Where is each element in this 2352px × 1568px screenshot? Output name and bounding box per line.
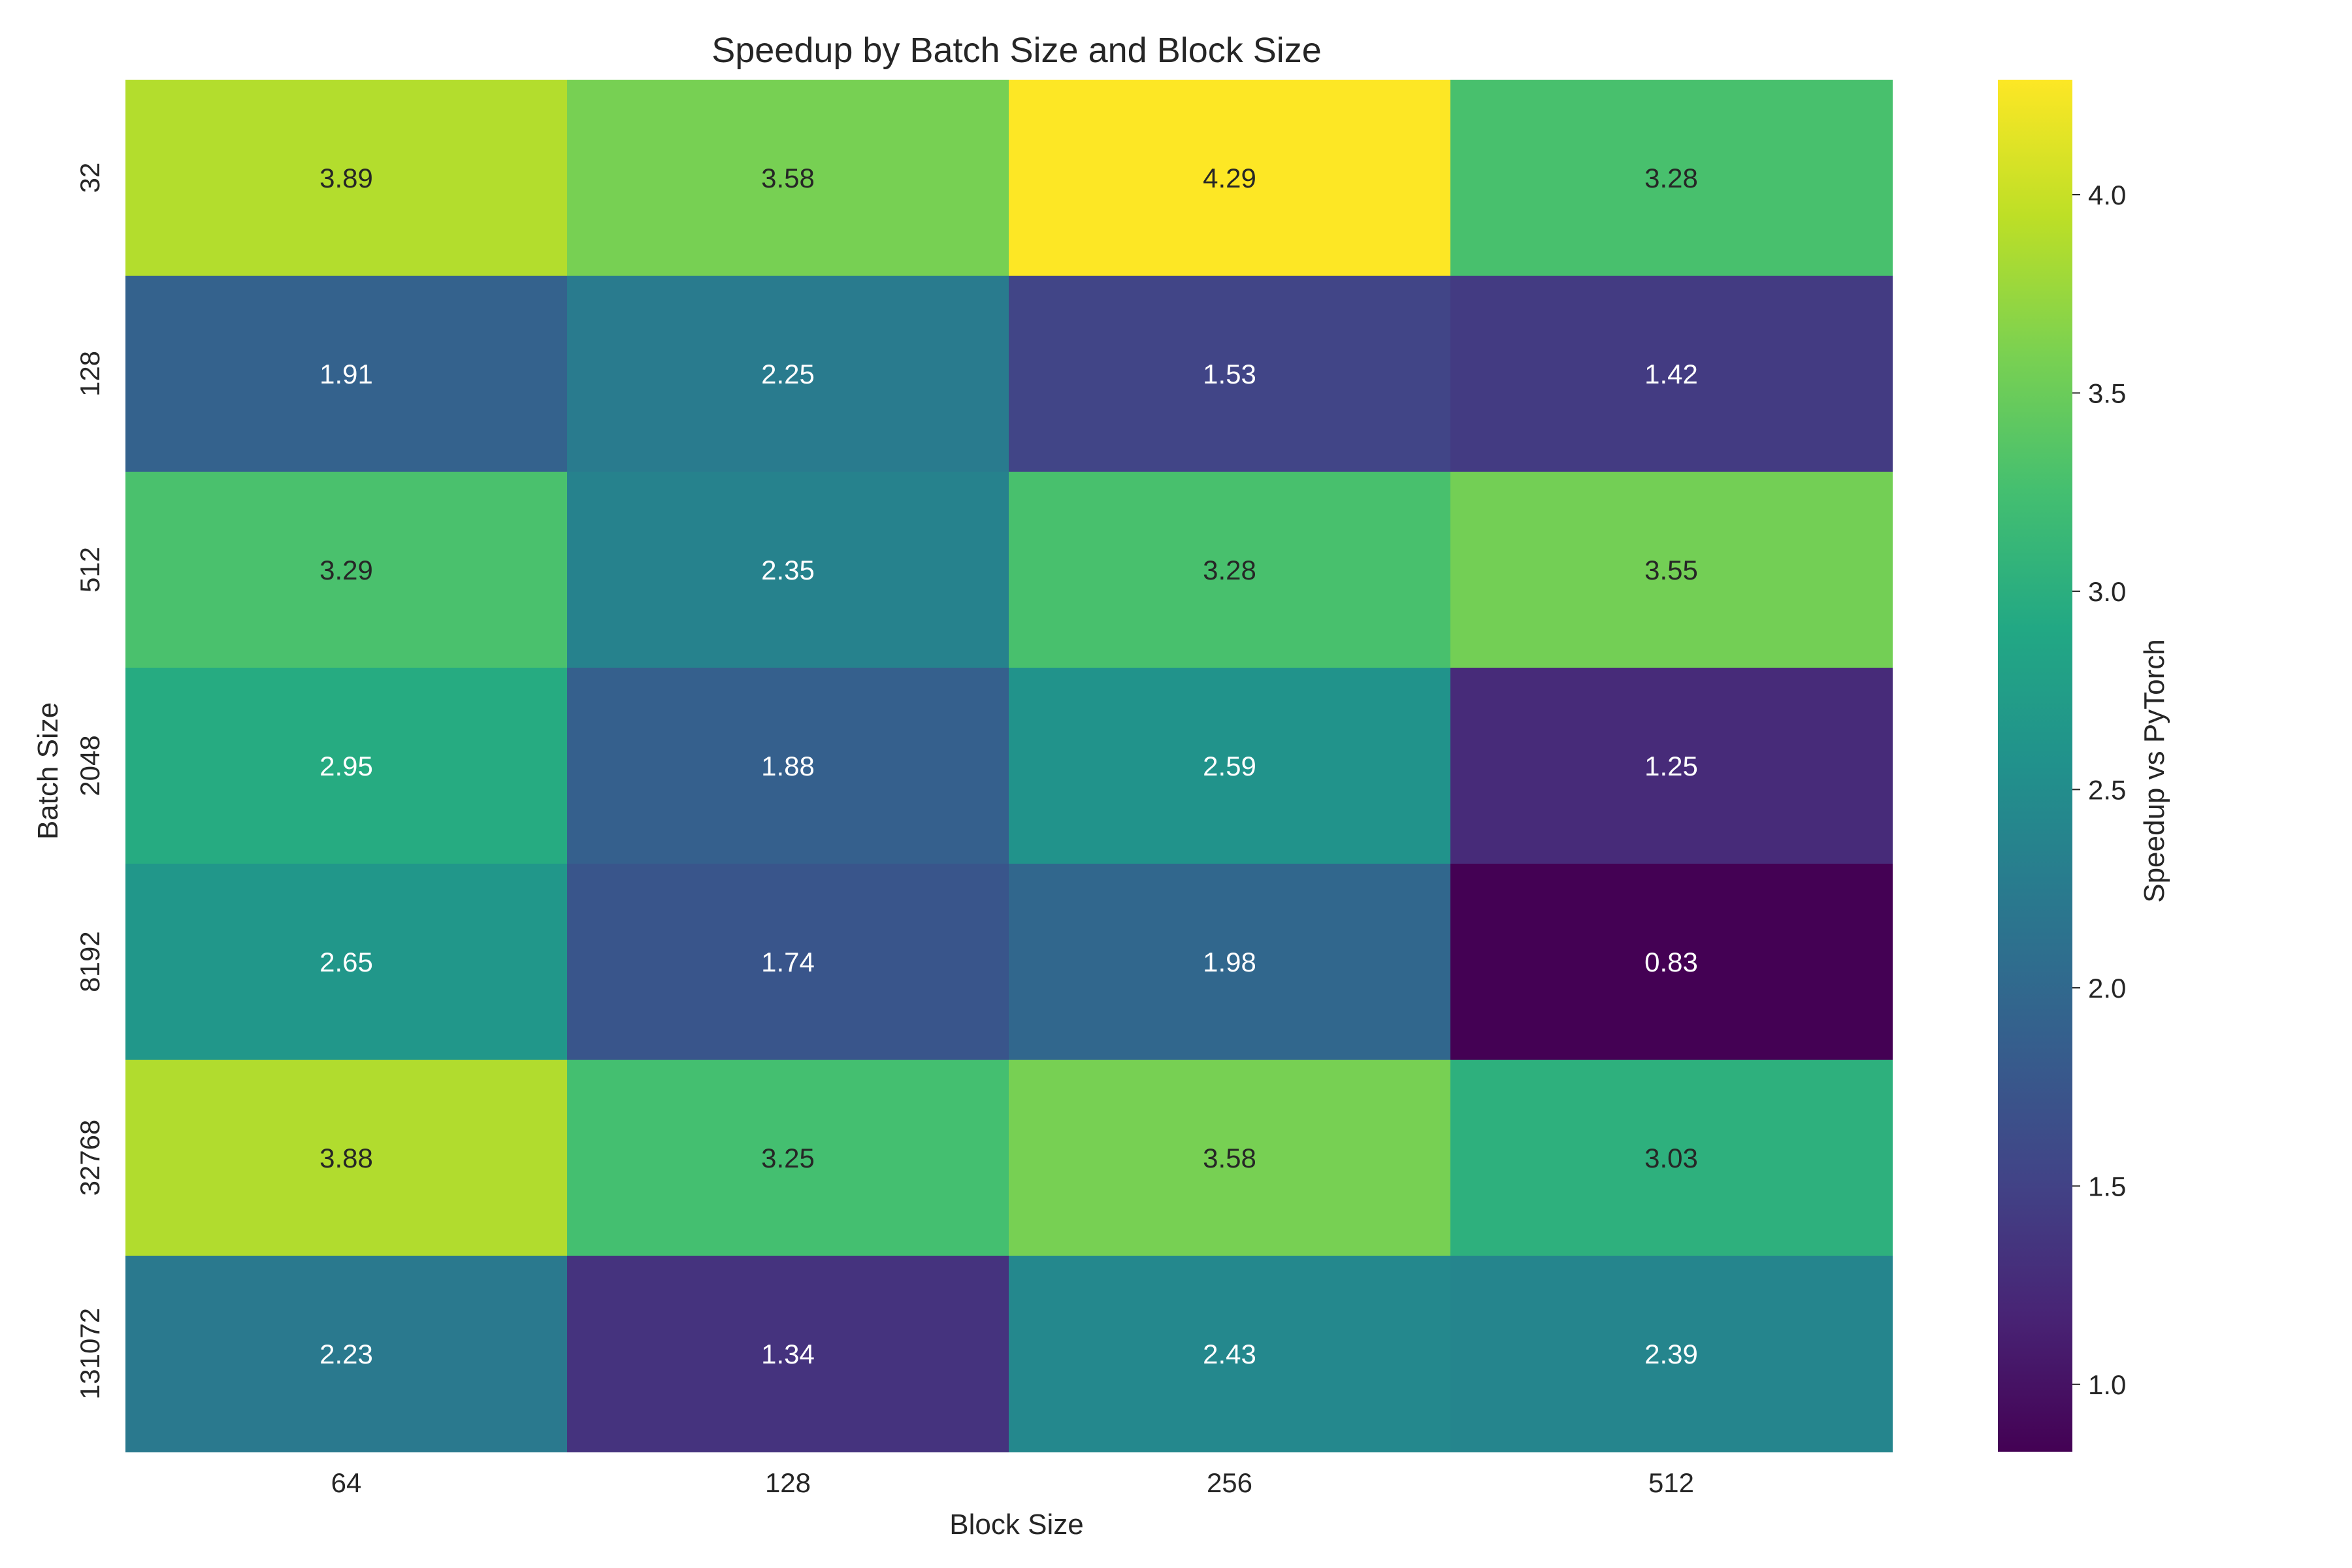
- cell-value-r1-c0: 1.91: [319, 359, 373, 389]
- heatmap-cell-r4-c3: [1450, 864, 1893, 1060]
- heatmap-cell-r3-c3: [1450, 668, 1893, 864]
- heatmap-cell-r2-c0: [125, 472, 568, 668]
- heatmap-cell-r0-c1: [567, 80, 1009, 276]
- x-tick-label: 512: [1648, 1467, 1694, 1498]
- cell-value-r1-c3: 1.42: [1644, 359, 1698, 389]
- cell-value-r4-c2: 1.98: [1203, 947, 1256, 977]
- cell-value-r1-c1: 2.25: [761, 359, 815, 389]
- cell-value-r4-c1: 1.74: [761, 947, 815, 977]
- cell-value-r2-c2: 3.28: [1203, 555, 1256, 585]
- heatmap-cell-labels: 3.89 3.58 4.29 3.28 1.91 2.25 1.53 1.42 3.29 2.35…: [319, 163, 1698, 1369]
- y-tick-label: 32: [74, 163, 105, 193]
- heatmap-cell-r3-c1: [567, 668, 1009, 864]
- y-tick-label: 32768: [74, 1120, 105, 1196]
- x-tick-label: 128: [765, 1467, 811, 1498]
- heatmap-cell-r5-c3: [1450, 1060, 1893, 1256]
- heatmap-cell-r5-c2: [1009, 1060, 1451, 1256]
- colorbar-tick-label: 3.5: [2088, 378, 2126, 408]
- cell-value-r0-c3: 3.28: [1644, 163, 1698, 193]
- cell-value-r4-c3: 0.83: [1644, 947, 1698, 977]
- heatmap-cell-r4-c1: [567, 864, 1009, 1060]
- heatmap-cell-r0-c3: [1450, 80, 1893, 276]
- cell-value-r3-c0: 2.95: [319, 751, 373, 781]
- x-tick-label: 64: [331, 1467, 362, 1498]
- cell-value-r0-c1: 3.58: [761, 163, 815, 193]
- cell-value-r4-c0: 2.65: [319, 947, 373, 977]
- heatmap-cell-r4-c2: [1009, 864, 1451, 1060]
- colorbar-tick-label: 4.0: [2088, 180, 2126, 210]
- heatmap-cell-r2-c1: [567, 472, 1009, 668]
- x-axis-ticks: 64 128 256 512: [331, 1467, 1694, 1498]
- cell-value-r2-c1: 2.35: [761, 555, 815, 585]
- cell-value-r1-c2: 1.53: [1203, 359, 1256, 389]
- cell-value-r6-c0: 2.23: [319, 1339, 373, 1369]
- y-tick-label: 128: [74, 351, 105, 397]
- heatmap-cell-r0-c0: [125, 80, 568, 276]
- colorbar-tick-label: 1.0: [2088, 1369, 2126, 1400]
- cell-value-r6-c3: 2.39: [1644, 1339, 1698, 1369]
- heatmap-cell-r2-c2: [1009, 472, 1451, 668]
- heatmap-cell-r6-c2: [1009, 1256, 1451, 1452]
- y-axis-ticks: 32 128 512 2048 8192 32768 131072: [74, 163, 105, 1399]
- cell-value-r2-c0: 3.29: [319, 555, 373, 585]
- colorbar-ticks: 1.0 1.5 2.0 2.5 3.0 3.5 4.0: [2072, 180, 2126, 1400]
- colorbar-gradient: [1998, 80, 2072, 1452]
- cell-value-r0-c2: 4.29: [1203, 163, 1256, 193]
- y-axis-label: Batch Size: [32, 702, 64, 840]
- heatmap-cell-r2-c3: [1450, 472, 1893, 668]
- heatmap-cell-r6-c1: [567, 1256, 1009, 1452]
- cell-value-r0-c0: 3.89: [319, 163, 373, 193]
- colorbar-label: Speedup vs PyTorch: [2138, 639, 2170, 903]
- colorbar-tick-label: 2.0: [2088, 973, 2126, 1004]
- y-tick-label: 512: [74, 547, 105, 593]
- heatmap-cells: [125, 80, 1893, 1452]
- heatmap-cell-r1-c2: [1009, 276, 1451, 472]
- heatmap-cell-r3-c0: [125, 668, 568, 864]
- x-axis-label: Block Size: [949, 1509, 1083, 1541]
- colorbar: 1.0 1.5 2.0 2.5 3.0 3.5 4.0 Speedup vs PyTorch: [1998, 80, 2170, 1452]
- heatmap-cell-r1-c3: [1450, 276, 1893, 472]
- cell-value-r3-c2: 2.59: [1203, 751, 1256, 781]
- colorbar-tick-label: 1.5: [2088, 1171, 2126, 1201]
- cell-value-r5-c3: 3.03: [1644, 1143, 1698, 1173]
- heatmap-cell-r1-c0: [125, 276, 568, 472]
- heatmap-cell-r6-c0: [125, 1256, 568, 1452]
- heatmap-cell-r0-c2: [1009, 80, 1451, 276]
- heatmap-cell-r3-c2: [1009, 668, 1451, 864]
- cell-value-r3-c3: 1.25: [1644, 751, 1698, 781]
- cell-value-r3-c1: 1.88: [761, 751, 815, 781]
- y-tick-label: 2048: [74, 735, 105, 796]
- heatmap-cell-r5-c1: [567, 1060, 1009, 1256]
- chart-title: Speedup by Batch Size and Block Size: [711, 31, 1322, 70]
- cell-value-r5-c0: 3.88: [319, 1143, 373, 1173]
- x-tick-label: 256: [1207, 1467, 1252, 1498]
- cell-value-r2-c3: 3.55: [1644, 555, 1698, 585]
- y-tick-label: 131072: [74, 1308, 105, 1399]
- heatmap-cell-r6-c3: [1450, 1256, 1893, 1452]
- heatmap-cell-r4-c0: [125, 864, 568, 1060]
- cell-value-r6-c2: 2.43: [1203, 1339, 1256, 1369]
- y-tick-label: 8192: [74, 931, 105, 992]
- colorbar-tick-label: 3.0: [2088, 576, 2126, 607]
- heatmap-cell-r1-c1: [567, 276, 1009, 472]
- cell-value-r6-c1: 1.34: [761, 1339, 815, 1369]
- cell-value-r5-c1: 3.25: [761, 1143, 815, 1173]
- colorbar-tick-label: 2.5: [2088, 774, 2126, 805]
- cell-value-r5-c2: 3.58: [1203, 1143, 1256, 1173]
- heatmap-cell-r5-c0: [125, 1060, 568, 1256]
